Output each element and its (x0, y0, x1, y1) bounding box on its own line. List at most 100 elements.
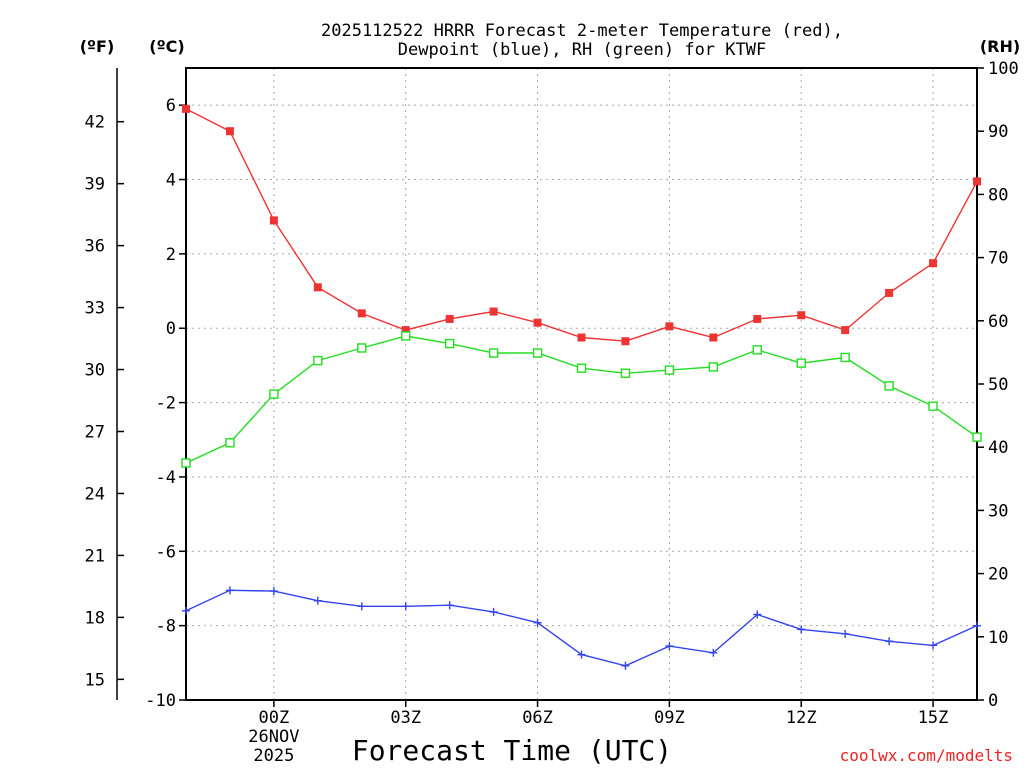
dewpoint-point (182, 606, 190, 615)
x-tick-label: 03Z (390, 708, 421, 728)
temperature-series-line (185, 108, 978, 342)
dewpoint-point (225, 586, 234, 595)
rh-tick-label: 80 (988, 185, 1008, 205)
rh-tick-label: 10 (988, 628, 1008, 648)
fahrenheit-tick-label: 33 (85, 299, 105, 319)
rh-point (313, 355, 323, 366)
dewpoint-point (973, 621, 981, 630)
x-tick-label: 12Z (786, 708, 817, 728)
rh-point (444, 338, 455, 349)
rh-tick-label: 70 (988, 249, 1008, 269)
celsius-tick-label: 6 (166, 96, 176, 116)
rh-point (928, 401, 938, 411)
plot-frame (185, 67, 978, 701)
dewpoint-point (489, 607, 498, 616)
temperature-point (885, 288, 894, 297)
rh-point (796, 358, 806, 368)
temperature-point (401, 326, 410, 335)
temperature-point (709, 333, 718, 342)
temperature-point (577, 333, 586, 342)
rh-point (576, 363, 587, 373)
temperature-point (753, 314, 762, 323)
rh-point (972, 432, 982, 442)
celsius-tick-label: -4 (156, 468, 176, 488)
fahrenheit-tick-label: 36 (85, 237, 105, 257)
dewpoint-point (401, 602, 410, 611)
dewpoint-point (665, 642, 674, 651)
rh-axis-unit: (RH) (980, 37, 1020, 56)
fahrenheit-tick-label: 27 (85, 423, 105, 443)
temperature-point (313, 283, 322, 292)
rh-tick-label: 100 (988, 59, 1019, 79)
x-tick-label: 00Z (259, 708, 290, 728)
temperature-point (357, 309, 366, 318)
x-tick-label: 06Z (522, 708, 553, 728)
temperature-point (621, 337, 630, 346)
celsius-axis-unit: (ºC) (149, 37, 184, 56)
fahrenheit-tick-label: 30 (85, 361, 105, 381)
dewpoint-point (357, 602, 366, 611)
dewpoint-point (753, 610, 762, 619)
fahrenheit-axis-unit: (ºF) (80, 37, 115, 56)
celsius-tick-label: -10 (145, 691, 176, 711)
temperature-point (269, 216, 278, 225)
rh-point (401, 331, 411, 341)
dewpoint-point (269, 587, 278, 596)
temperature-point (225, 127, 234, 136)
fahrenheit-tick-label: 21 (85, 546, 105, 566)
celsius-tick-label: 4 (166, 171, 176, 191)
dewpoint-point (313, 596, 322, 605)
rh-point (269, 389, 279, 399)
rh-series-line (185, 335, 978, 464)
temperature-point (533, 318, 542, 327)
chart-title-line-2: Dewpoint (blue), RH (green) for KTWF (398, 40, 766, 60)
temperature-point (665, 322, 674, 331)
dewpoint-point (533, 618, 542, 627)
celsius-tick-label: -8 (156, 617, 176, 637)
dewpoint-point (797, 625, 806, 634)
celsius-tick-label: 0 (166, 319, 176, 339)
temperature-point (489, 307, 498, 316)
dewpoint-point (709, 648, 718, 657)
fahrenheit-tick-label: 24 (85, 484, 105, 504)
rh-point (708, 362, 719, 372)
rh-tick-label: 40 (988, 438, 1008, 458)
rh-point (840, 352, 850, 363)
dewpoint-point (577, 650, 586, 659)
rh-point (620, 368, 631, 378)
dewpoint-point (445, 601, 454, 610)
rh-point (884, 381, 894, 391)
rh-point (752, 345, 762, 355)
celsius-tick-label: 2 (166, 245, 176, 265)
rh-point (532, 348, 543, 358)
temperature-point (841, 326, 850, 335)
rh-tick-label: 60 (988, 312, 1008, 332)
x-tick-label: 09Z (654, 708, 685, 728)
rh-tick-label: 30 (988, 501, 1008, 521)
axes: -10-8-6-4-202461518212427303336394201020… (85, 59, 1019, 766)
grid-lines (186, 68, 977, 700)
temperature-point (797, 311, 806, 320)
rh-point (225, 438, 235, 448)
temperature-point (929, 259, 938, 268)
rh-point (181, 458, 191, 468)
x-axis-label: Forecast Time (UTC) (352, 734, 672, 767)
credit-link[interactable]: coolwx.com/modelts (840, 746, 1013, 765)
dewpoint-point (841, 629, 850, 638)
x-tick-label: 15Z (918, 708, 949, 728)
fahrenheit-tick-label: 39 (85, 175, 105, 195)
fahrenheit-tick-label: 42 (85, 113, 105, 133)
rh-tick-label: 20 (988, 565, 1008, 585)
celsius-tick-label: -6 (156, 542, 176, 562)
celsius-tick-label: -2 (156, 394, 176, 414)
fahrenheit-tick-label: 18 (85, 608, 105, 628)
x-tick-year: 2025 (253, 746, 294, 766)
dewpoint-point (885, 637, 894, 646)
rh-tick-label: 0 (988, 691, 998, 711)
dewpoint-point (929, 641, 938, 650)
fahrenheit-tick-label: 15 (85, 670, 105, 690)
data-series (181, 104, 982, 670)
temperature-point (445, 314, 454, 323)
temperature-point (973, 177, 981, 186)
